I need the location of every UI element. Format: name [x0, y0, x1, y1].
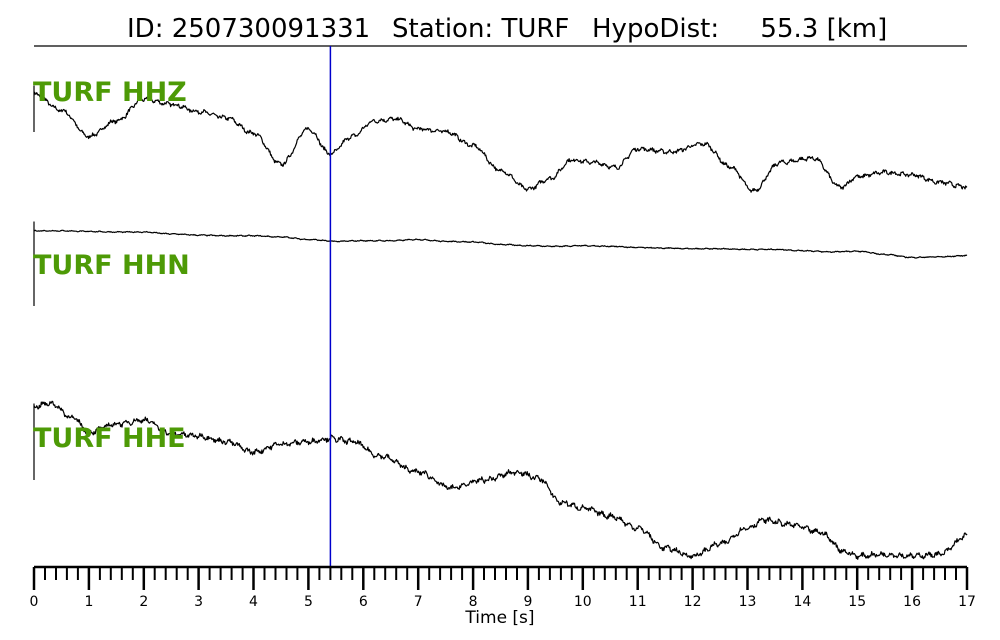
- title-event-id: ID: 250730091331: [127, 14, 370, 44]
- trace-label-turf-hhz: TURF HHZ: [33, 77, 187, 108]
- tick-label-1: 1: [84, 594, 93, 610]
- time-axis-ticks: 0 1 2 3 4 5 6 7 8 9 10 11 12 13 14 15 16 17: [30, 567, 976, 610]
- traces-group: [33, 85, 968, 560]
- tick-label-6: 6: [359, 594, 368, 610]
- tick-label-13: 13: [739, 594, 757, 610]
- title-station: Station: TURF: [392, 14, 569, 44]
- tick-label-0: 0: [30, 594, 39, 610]
- tick-label-12: 12: [684, 594, 702, 610]
- tick-label-15: 15: [848, 594, 866, 610]
- tick-label-5: 5: [304, 594, 313, 610]
- tick-label-4: 4: [249, 594, 258, 610]
- trace-turf-hhe: [33, 400, 968, 560]
- tick-label-2: 2: [139, 594, 148, 610]
- plot-title: ID: 250730091331 Station: TURF HypoDist:…: [127, 14, 887, 44]
- trace-label-turf-hhe: TURF HHE: [33, 423, 186, 454]
- title-hypodist: HypoDist: 55.3 [km]: [592, 14, 887, 44]
- time-axis: 0 1 2 3 4 5 6 7 8 9 10 11 12 13 14 15 16 17 Time [s]: [30, 565, 976, 628]
- trace-labels-group: TURF HHZ TURF HHN TURF HHE: [33, 77, 190, 454]
- x-axis-label: Time [s]: [464, 608, 534, 628]
- tick-label-9: 9: [523, 594, 532, 610]
- tick-label-8: 8: [469, 594, 478, 610]
- tick-label-10: 10: [574, 594, 592, 610]
- tick-label-17: 17: [958, 594, 976, 610]
- trace-turf-hhn: [33, 221, 968, 306]
- tick-label-3: 3: [194, 594, 203, 610]
- trace-turf-hhz: [33, 85, 968, 193]
- tick-label-14: 14: [793, 594, 811, 610]
- tick-label-7: 7: [414, 594, 423, 610]
- tick-label-16: 16: [903, 594, 921, 610]
- tick-label-11: 11: [629, 594, 647, 610]
- trace-label-turf-hhn: TURF HHN: [33, 250, 190, 281]
